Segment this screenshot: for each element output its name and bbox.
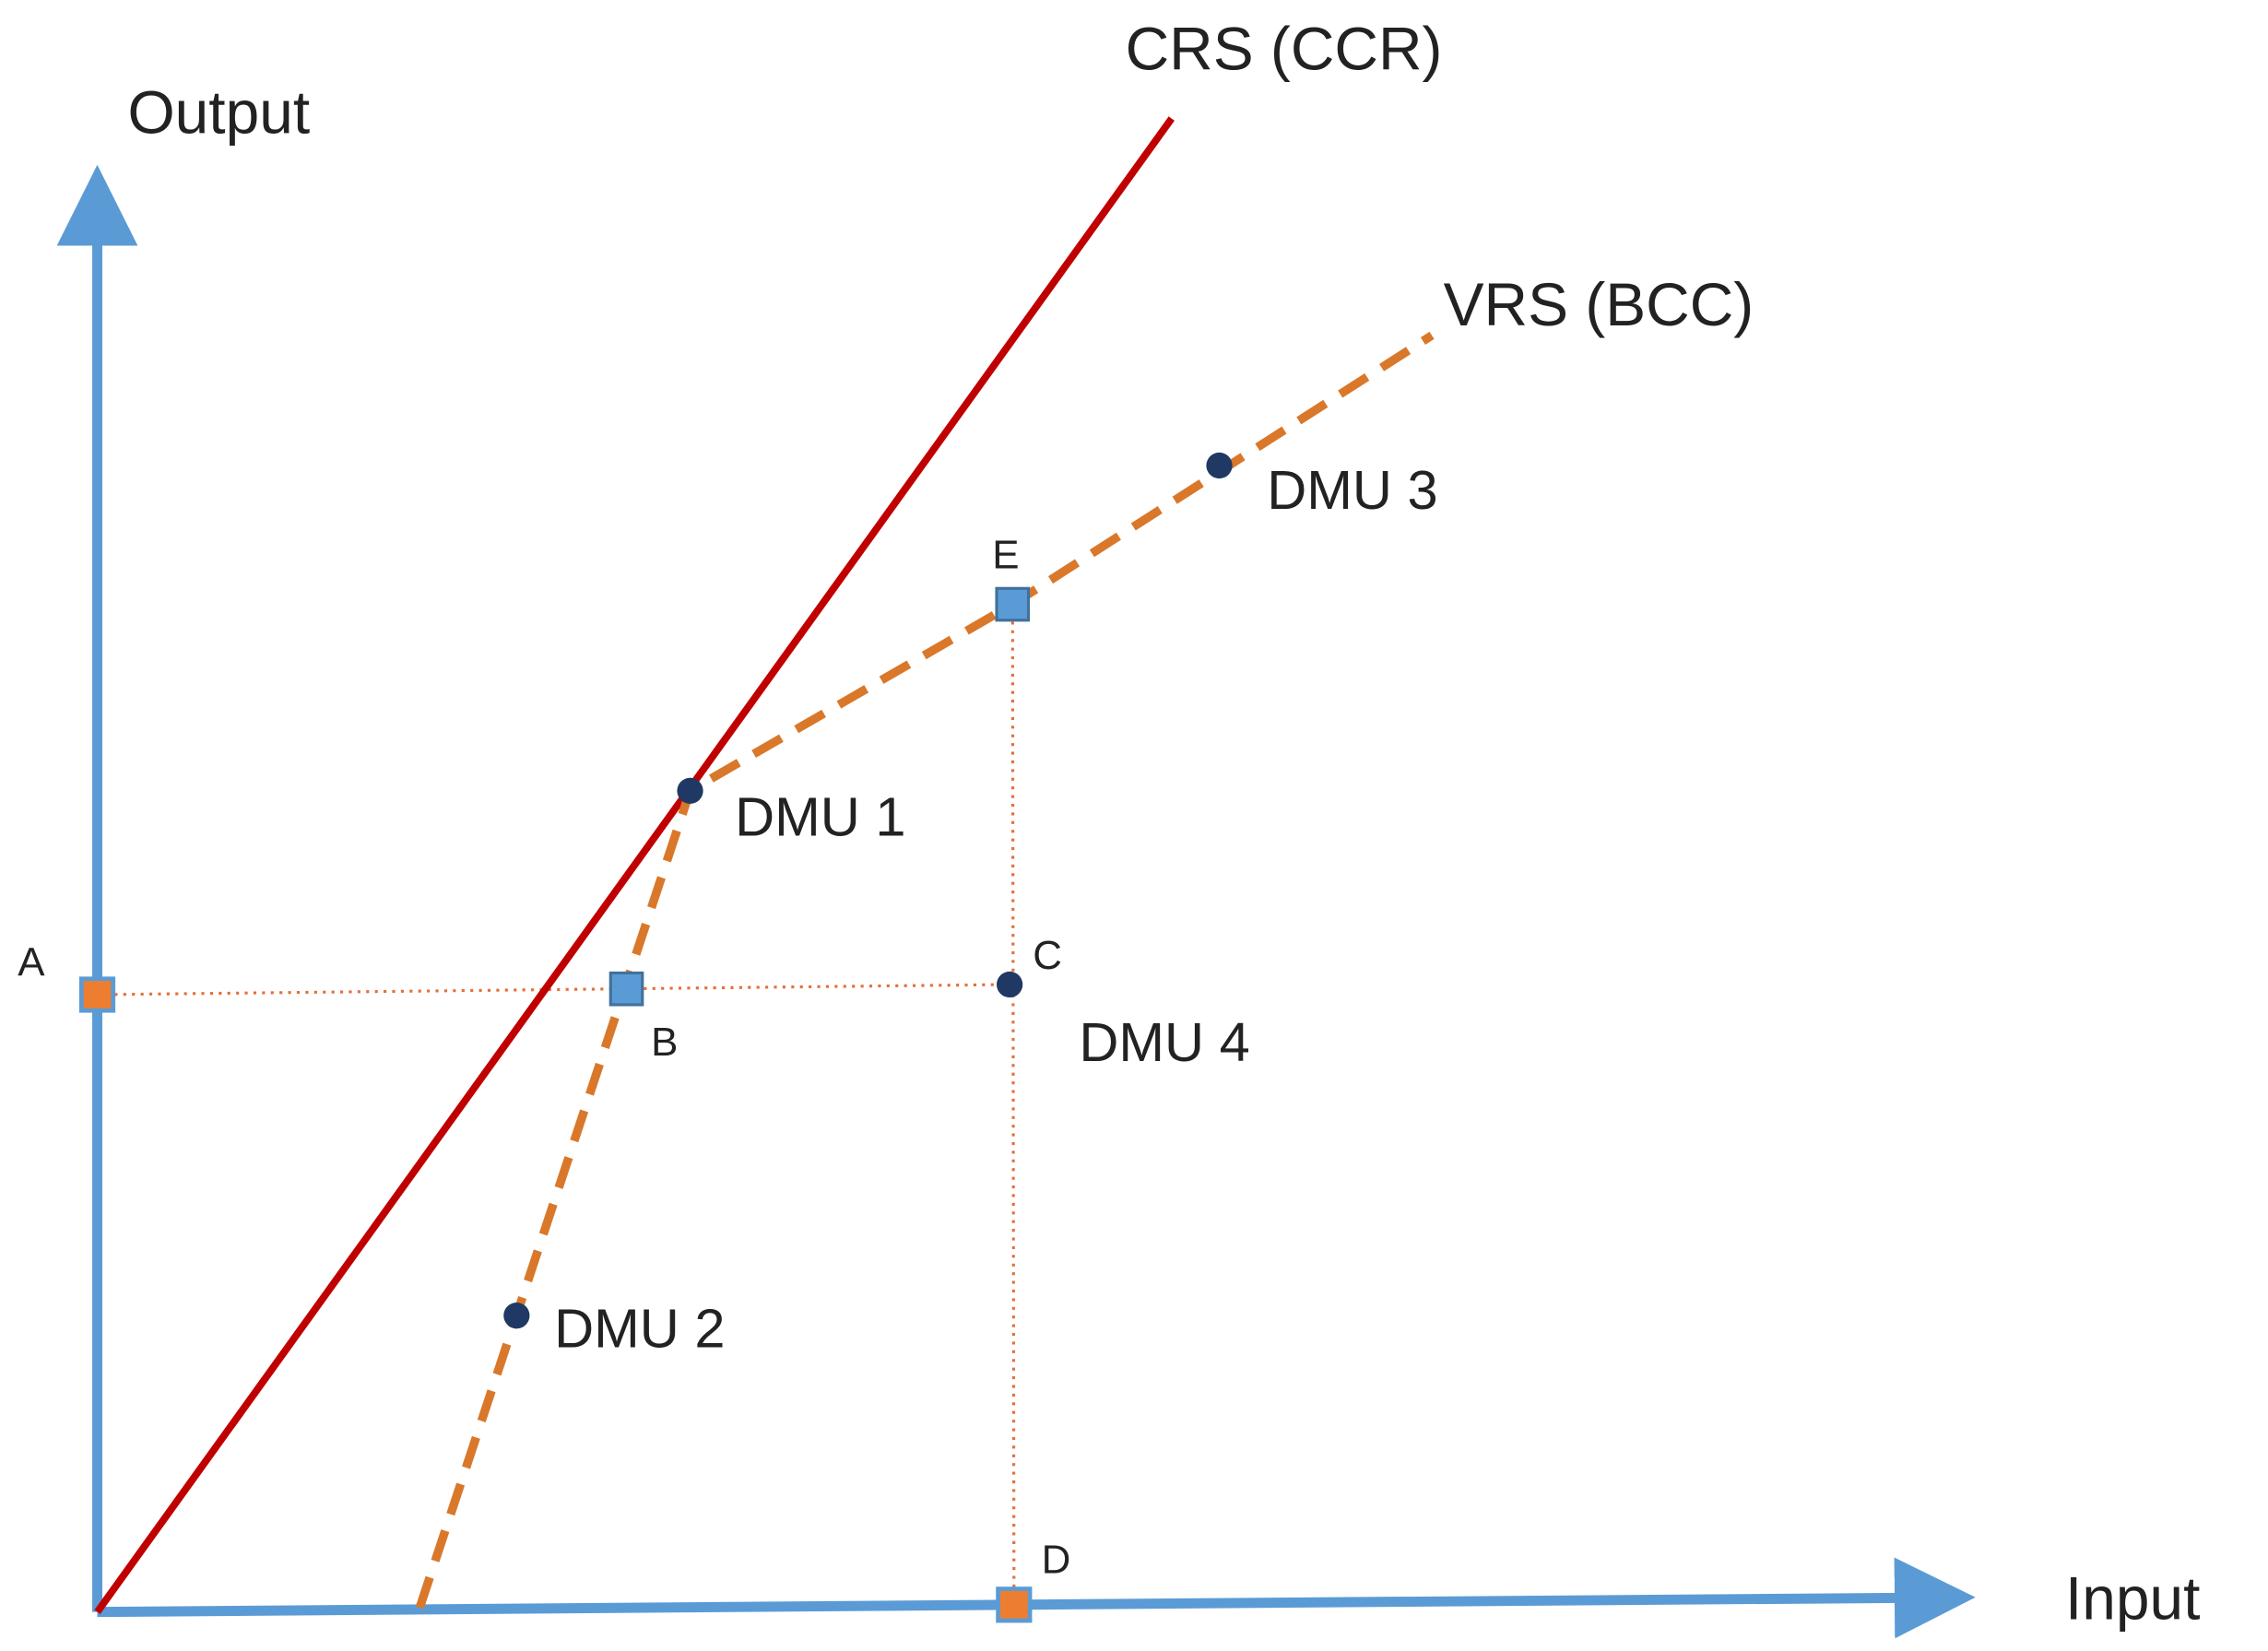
dmu-label: DMU 4 [1079, 1011, 1249, 1073]
point-label: C [1033, 933, 1062, 978]
guide-line [1010, 604, 1016, 1605]
point-label: B [651, 1020, 678, 1065]
point-marker [995, 586, 1031, 622]
dmu-label: DMU 2 [554, 1298, 725, 1360]
crs-frontier [94, 116, 1175, 1614]
point-label: A [18, 940, 45, 985]
point-marker [996, 1586, 1033, 1623]
point-label: D [1042, 1537, 1071, 1582]
x-axis-label: Input [2065, 1563, 2200, 1632]
point-label: E [992, 532, 1019, 577]
dmu-label: DMU 1 [735, 785, 905, 847]
point-marker [78, 976, 116, 1013]
guide-line [97, 983, 1010, 996]
dmu-point [997, 971, 1023, 998]
frontier-label: CRS (CCR) [1126, 14, 1443, 82]
dmu-point [503, 1303, 530, 1329]
dmu-point [677, 777, 703, 804]
dmu-point [1206, 452, 1233, 479]
point-marker [608, 971, 644, 1007]
y-axis-label: Output [127, 77, 310, 146]
dmu-label: DMU 3 [1267, 459, 1437, 521]
vrs-frontier [415, 331, 1435, 1610]
frontier-label: VRS (BCC) [1444, 270, 1754, 338]
